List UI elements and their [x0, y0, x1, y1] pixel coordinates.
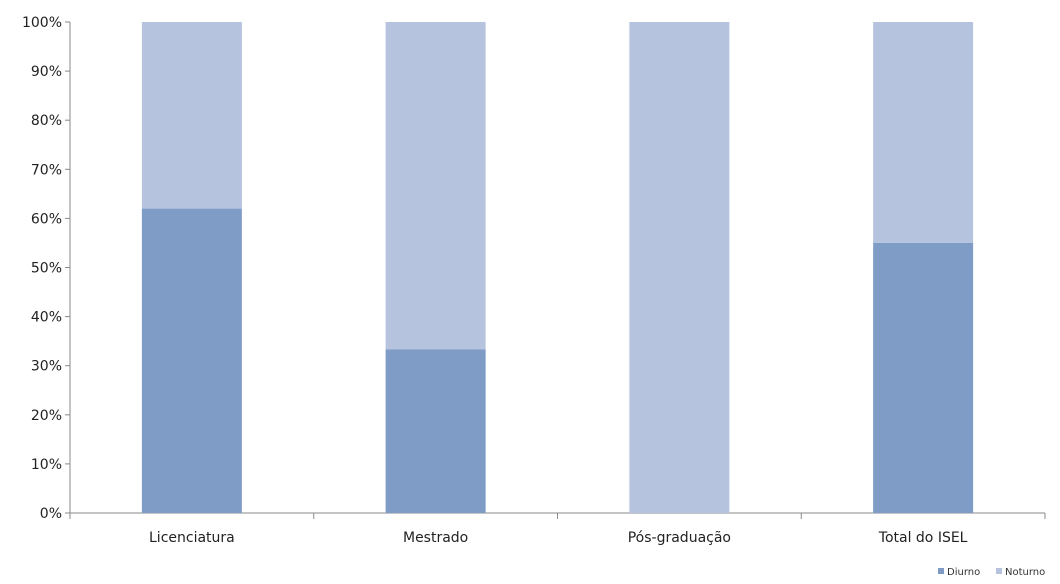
y-tick-label: 90% [31, 64, 62, 80]
bar-noturno-2 [385, 22, 486, 350]
y-tick-label: 70% [31, 162, 62, 178]
bar-diurno-4 [873, 242, 974, 513]
legend: Diurno Noturno [938, 567, 1045, 578]
legend-swatch-noturno [996, 568, 1002, 574]
y-tick-label: 60% [31, 211, 62, 227]
legend-label-diurno: Diurno [947, 567, 980, 578]
y-axis: 0% 10% 20% 30% 40% 50% 60% 70% 80% 90% 100% [22, 15, 71, 522]
y-tick-label: 80% [31, 113, 62, 129]
bar-noturno-4 [873, 22, 974, 243]
bar-noturno-1 [141, 22, 242, 209]
bar-diurno-2 [385, 349, 486, 513]
x-category-label: Total do ISEL [878, 530, 968, 546]
y-tick-label: 20% [31, 408, 62, 424]
y-tick-label: 0% [40, 506, 62, 522]
bar-diurno-1 [141, 208, 242, 513]
x-axis: Licenciatura Mestrado Pós-graduação Total d… [69, 512, 1046, 546]
bar-noturno-3 [629, 22, 730, 513]
y-tick-label: 30% [31, 359, 62, 375]
x-category-label: Pós-graduação [628, 530, 731, 546]
bars [141, 22, 974, 513]
x-category-label: Licenciatura [149, 530, 235, 546]
y-tick-label: 100% [22, 15, 62, 31]
y-tick-label: 10% [31, 457, 62, 473]
legend-label-noturno: Noturno [1005, 567, 1045, 578]
y-tick-label: 40% [31, 310, 62, 326]
legend-swatch-diurno [938, 568, 944, 574]
x-category-label: Mestrado [403, 530, 468, 546]
y-tick-label: 50% [31, 261, 62, 277]
